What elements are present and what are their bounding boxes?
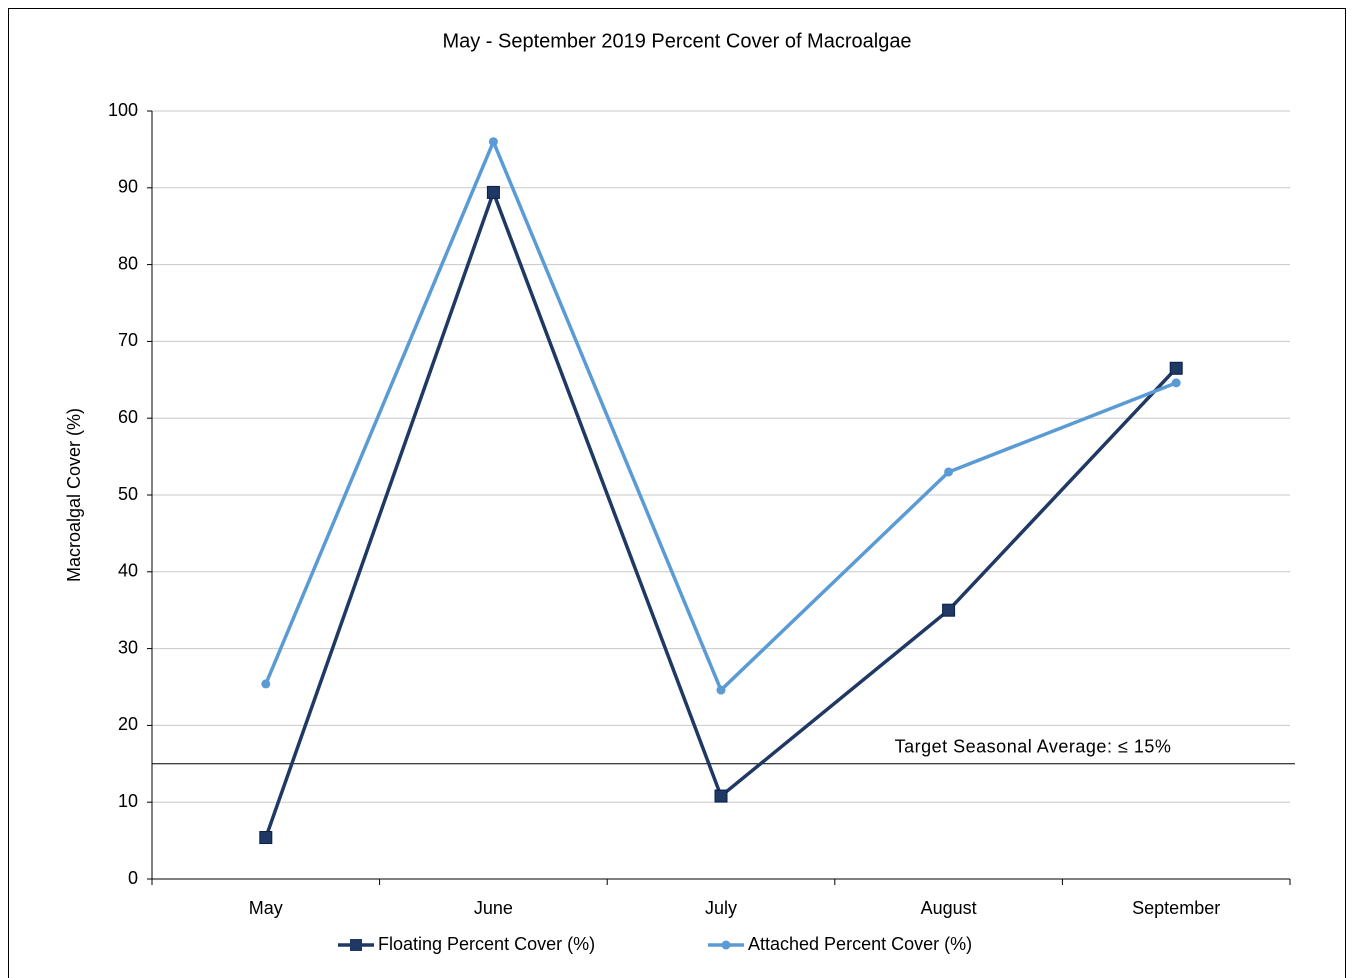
y-axis-label: Macroalgal Cover (%) [64, 408, 84, 582]
legend-label: Floating Percent Cover (%) [378, 934, 595, 954]
y-tick-label: 30 [118, 637, 138, 657]
target-label: Target Seasonal Average: ≤ 15% [895, 737, 1172, 757]
data-point [486, 185, 500, 199]
x-tick-label: May [249, 898, 283, 918]
y-tick-label: 100 [108, 100, 138, 120]
legend-label: Attached Percent Cover (%) [748, 934, 972, 954]
data-point [716, 685, 726, 695]
y-tick-label: 20 [118, 714, 138, 734]
data-point [259, 831, 273, 845]
y-tick-label: 90 [118, 177, 138, 197]
chart-border [8, 8, 1346, 978]
x-tick-label: September [1132, 898, 1220, 918]
data-point [942, 603, 956, 617]
y-tick-label: 50 [118, 484, 138, 504]
data-point [1169, 361, 1183, 375]
x-tick-label: August [921, 898, 977, 918]
y-tick-label: 10 [118, 791, 138, 811]
chart-title: May - September 2019 Percent Cover of Ma… [442, 30, 911, 52]
legend-marker [721, 940, 731, 950]
y-tick-label: 40 [118, 561, 138, 581]
data-point [1171, 378, 1181, 388]
y-tick-label: 60 [118, 407, 138, 427]
y-tick-label: 70 [118, 330, 138, 350]
y-tick-label: 80 [118, 253, 138, 273]
legend-marker [350, 939, 362, 951]
data-point [714, 789, 728, 803]
data-point [261, 679, 271, 689]
x-tick-label: July [705, 898, 737, 918]
y-tick-label: 0 [128, 868, 138, 888]
data-point [488, 137, 498, 147]
x-tick-label: June [474, 898, 513, 918]
data-point [944, 467, 954, 477]
